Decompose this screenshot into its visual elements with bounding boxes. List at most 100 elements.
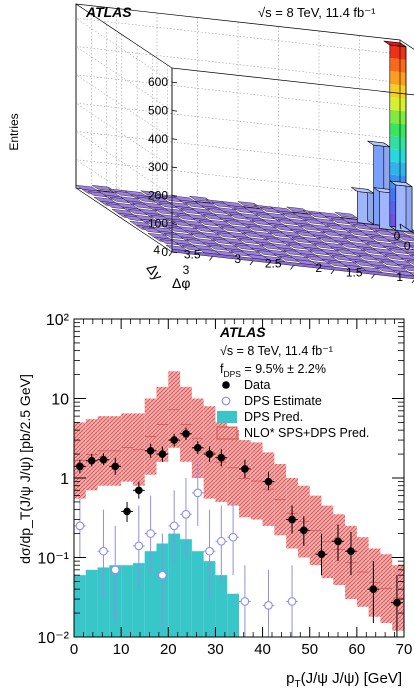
fdps-sub: DPS (223, 369, 241, 379)
floor-bin (411, 253, 414, 257)
dps-estimate-marker (134, 541, 144, 551)
dps-estimate-marker (75, 521, 85, 531)
dphi-tick-label: 0.5 (404, 239, 414, 253)
dy-tick-label: 1.5 (346, 266, 363, 280)
bar-side-segment (400, 81, 406, 99)
dy-tick-label: 1 (396, 270, 403, 284)
x-axis-title-p: p (286, 670, 294, 687)
data-point (332, 524, 344, 562)
lego-plot: ATLAS √s = 8 TeV, 11.4 fb⁻¹ 010020030040… (7, 3, 414, 290)
z-tick (171, 251, 178, 254)
data-point (315, 533, 328, 576)
data-marker (135, 486, 143, 495)
x-axis-title-rest: (J/ψ J/ψ) [GeV] (301, 670, 402, 687)
data-marker (393, 598, 401, 607)
dps-estimate-marker (228, 532, 238, 542)
bar-side-segment (400, 120, 406, 138)
pt-chart: 0 10 20 30 40 50 60 70 10⁻² 10⁻¹ 1 10 10² ATLAS √s =… (17, 312, 412, 690)
floor-bin (403, 241, 414, 247)
data-point (203, 446, 216, 462)
dps-estimate-marker (216, 536, 226, 546)
dps-estimate-point (109, 525, 122, 624)
dps-estimate-marker (99, 546, 108, 556)
bar-side (405, 182, 413, 233)
atlas-label-bottom: ATLAS (219, 324, 266, 340)
legend-data-label: Data (244, 378, 270, 392)
lego-bar (351, 187, 374, 225)
data-point (97, 453, 110, 466)
bar-side-segment (400, 159, 406, 177)
z-gridline (75, 131, 401, 196)
dy-tick-label: 2 (315, 261, 322, 275)
floor-bin (408, 271, 414, 276)
data-marker (158, 450, 167, 458)
dps-estimate-series (74, 461, 298, 637)
floor-bin (395, 253, 414, 260)
atlas-label-top: ATLAS (85, 4, 132, 20)
data-point (180, 427, 192, 441)
data-point (144, 443, 157, 458)
z-tick (171, 81, 178, 84)
legend-dps-pred-swatch (217, 411, 237, 423)
data-marker (369, 585, 378, 593)
legend-dps-pred-label: DPS Pred. (244, 410, 303, 424)
dphi-tick-label: 0 (394, 229, 401, 243)
z-gridline (75, 74, 401, 140)
plot-axes: 0 10 20 30 40 50 60 70 10⁻² 10⁻¹ 1 10 10² (37, 312, 412, 658)
dps-estimate-marker (110, 565, 120, 575)
legend-dps-estimate-marker (221, 396, 231, 406)
floor-bin (407, 260, 414, 265)
dps-pred-bin (121, 565, 133, 637)
bar-top (389, 180, 413, 187)
z-tick (171, 166, 178, 169)
bar-side-segment (400, 133, 406, 151)
z-tick-label: 0 (161, 245, 168, 259)
x-tick-label: 70 (396, 641, 413, 658)
floor-bin (393, 241, 414, 248)
x-tick-label: 50 (301, 641, 318, 658)
floor-bin (399, 247, 414, 253)
data-marker (146, 446, 155, 455)
z-tick (171, 194, 178, 197)
frame-top (171, 39, 414, 252)
dps-estimate-point (215, 505, 228, 582)
dps-pred-bin (215, 575, 228, 637)
fdps-label: fDPS = 9.5% ± 2.2% (220, 362, 326, 379)
z-tick-label: 600 (148, 75, 168, 89)
data-marker (334, 537, 342, 546)
dps-estimate-marker (158, 570, 167, 580)
data-point (191, 441, 204, 455)
dps-estimate-point (191, 461, 204, 526)
data-point (215, 449, 228, 467)
dps-pred-bin (227, 593, 239, 637)
data-point (168, 433, 181, 447)
dy-axis-title: Δy (144, 261, 166, 284)
dps-estimate-marker (146, 529, 155, 538)
floor-bin (392, 270, 414, 277)
dps-estimate-point (286, 565, 298, 637)
floor-bin (397, 235, 414, 242)
data-point (239, 459, 251, 478)
data-marker (193, 443, 202, 452)
dps-estimate-marker (287, 597, 297, 606)
bar-side-segment (400, 68, 406, 86)
dps-estimate-point (239, 565, 251, 637)
data-point (121, 501, 133, 522)
dps-estimate-point (203, 509, 216, 600)
x-tick-label: 20 (160, 641, 177, 658)
dps-pred-bin (168, 533, 181, 637)
z-tick (171, 138, 178, 140)
data-point (85, 454, 98, 467)
dphi-tick (399, 223, 402, 230)
dps-estimate-point (227, 501, 239, 576)
data-point (286, 505, 298, 534)
dps-estimate-point (262, 569, 275, 637)
dps-estimate-point (132, 505, 145, 590)
data-marker (182, 429, 190, 438)
data-point (109, 457, 122, 475)
dphi-tick-label: 3 (183, 263, 190, 277)
dps-estimate-point (156, 533, 169, 631)
dps-estimate-point (97, 509, 110, 600)
dy-tick (290, 265, 294, 270)
dps-estimate-point (74, 498, 86, 558)
